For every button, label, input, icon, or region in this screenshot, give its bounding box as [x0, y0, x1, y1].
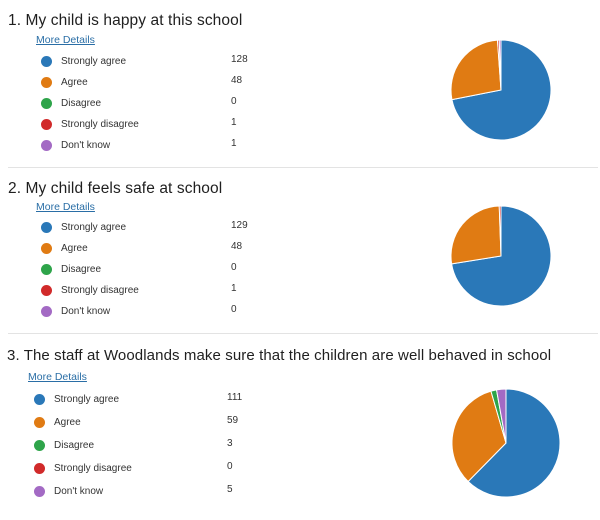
- legend-count: 0: [231, 304, 237, 315]
- legend-count: 48: [231, 75, 243, 86]
- legend-item-strongly-disagree: Strongly disagree: [41, 283, 139, 297]
- legend-item-strongly-disagree: Strongly disagree: [41, 117, 139, 131]
- pie-slice-agree: [451, 390, 507, 483]
- pie-slice-agree: [450, 205, 502, 265]
- pie-slice-dont-know: [498, 39, 502, 91]
- legend-item-strongly-agree: Strongly agree: [41, 54, 126, 68]
- legend-count: 5: [227, 484, 233, 495]
- legend-item-agree: Agree: [41, 75, 88, 89]
- more-details-link[interactable]: More Details: [36, 201, 95, 213]
- more-details-link[interactable]: More Details: [36, 34, 95, 46]
- disagree-dot: [34, 439, 45, 451]
- pie-slice-strongly-disagree: [498, 205, 502, 257]
- divider: [8, 333, 598, 334]
- strongly-disagree-dot: [41, 118, 52, 130]
- strongly-disagree-dot: [41, 284, 52, 296]
- pie-chart: [450, 205, 552, 307]
- legend-count: 59: [227, 415, 239, 426]
- legend-item-disagree: Disagree: [34, 438, 94, 452]
- legend-item-strongly-agree: Strongly agree: [34, 392, 119, 406]
- legend-count: 128: [231, 54, 248, 65]
- legend-item-dont-know: Don't know: [34, 484, 103, 498]
- legend-count: 0: [231, 96, 237, 107]
- legend-count: 111: [227, 392, 243, 403]
- legend-label: Agree: [54, 416, 81, 428]
- divider: [8, 167, 598, 168]
- legend-item-agree: Agree: [41, 241, 88, 255]
- legend-label: Strongly disagree: [61, 284, 139, 296]
- legend-label: Strongly agree: [54, 393, 120, 405]
- pie-slice-dont-know: [495, 388, 507, 444]
- legend-label: Disagree: [61, 263, 102, 275]
- legend-label: Strongly disagree: [61, 118, 139, 130]
- legend-count: 1: [231, 283, 237, 294]
- legend-label: Strongly disagree: [54, 462, 132, 474]
- legend-item-dont-know: Don't know: [41, 138, 110, 152]
- legend-item-disagree: Disagree: [41, 262, 101, 276]
- pie-slice-strongly-agree: [467, 388, 561, 498]
- strongly-disagree-dot: [34, 462, 45, 474]
- more-details-link[interactable]: More Details: [28, 371, 87, 383]
- legend-label: Strongly agree: [61, 221, 127, 233]
- strongly-agree-dot: [41, 221, 52, 233]
- legend-label: Agree: [61, 242, 88, 254]
- legend-count: 129: [231, 220, 248, 231]
- legend-item-agree: Agree: [34, 415, 81, 429]
- agree-dot: [34, 416, 45, 428]
- disagree-dot: [41, 263, 52, 275]
- legend-count: 3: [227, 438, 233, 449]
- agree-dot: [41, 76, 52, 88]
- legend-count: 0: [231, 262, 237, 273]
- legend-item-dont-know: Don't know: [41, 304, 110, 318]
- legend-count: 1: [231, 138, 237, 149]
- legend-label: Don't know: [61, 305, 111, 317]
- strongly-agree-dot: [41, 55, 52, 67]
- pie-slice-agree: [450, 39, 502, 101]
- pie-chart: [451, 388, 561, 498]
- legend-item-strongly-agree: Strongly agree: [41, 220, 126, 234]
- disagree-dot: [41, 97, 52, 109]
- legend-count: 48: [231, 241, 243, 252]
- legend-label: Don't know: [61, 139, 111, 151]
- question-title: 2. My child feels safe at school: [8, 180, 223, 197]
- legend-label: Don't know: [54, 485, 104, 497]
- legend-count: 0: [227, 461, 233, 472]
- pie-chart: [450, 39, 552, 141]
- dont-know-dot: [41, 139, 52, 151]
- legend-item-strongly-disagree: Strongly disagree: [34, 461, 132, 475]
- legend-count: 1: [231, 117, 237, 128]
- legend-label: Agree: [61, 76, 88, 88]
- question-title: 3. The staff at Woodlands make sure that…: [7, 347, 552, 364]
- legend-label: Disagree: [54, 439, 95, 451]
- legend-label: Disagree: [61, 97, 102, 109]
- legend-item-disagree: Disagree: [41, 96, 101, 110]
- strongly-agree-dot: [34, 393, 45, 405]
- question-title: 1. My child is happy at this school: [8, 12, 243, 29]
- dont-know-dot: [34, 485, 45, 497]
- agree-dot: [41, 242, 52, 254]
- legend-label: Strongly agree: [61, 55, 127, 67]
- dont-know-dot: [41, 305, 52, 317]
